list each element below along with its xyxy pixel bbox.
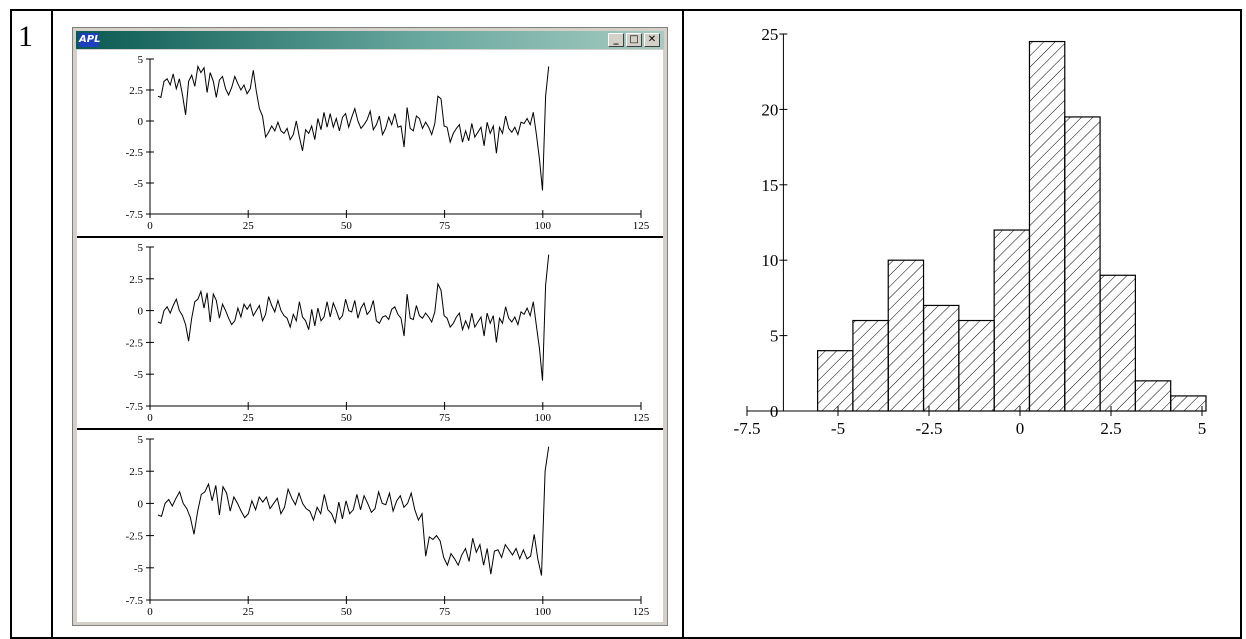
- x-tick-label: 0: [147, 412, 153, 424]
- x-tick-label: 125: [633, 220, 650, 232]
- x-tick-label: 50: [341, 412, 353, 424]
- y-tick-label: -5: [134, 178, 144, 190]
- close-button[interactable]: ✕: [644, 33, 660, 47]
- table-cell-index: [10, 9, 53, 639]
- x-tick-label: 0: [147, 606, 153, 618]
- x-tick-label: -7.5: [734, 419, 761, 438]
- y-tick-label: 2.5: [129, 85, 143, 97]
- plot-panel-2: 5 2.5 0 -2.5 -5 -7.5 0 25 50 75 100 125: [77, 238, 663, 428]
- histogram-bar: [958, 319, 995, 412]
- plot-panel-3: 5 2.5 0 -2.5 -5 -7.5 0 25 50 75 100 125: [77, 430, 663, 622]
- y-tick-label: 25: [761, 25, 778, 44]
- y-tick-label: 10: [761, 251, 778, 270]
- histogram: -7.5 -5 -2.5 0 2.5 5 0 5 10 15 20 25: [690, 22, 1230, 462]
- x-tick-label: -5: [831, 419, 845, 438]
- y-tick-label: 0: [770, 402, 779, 421]
- minimize-button[interactable]: _: [608, 33, 624, 47]
- y-tick-label: 2.5: [129, 466, 143, 478]
- histogram-bar: [1028, 40, 1066, 412]
- app-icon[interactable]: APL: [79, 33, 101, 47]
- y-tick-label: 5: [138, 54, 144, 66]
- histogram-bar: [852, 319, 889, 412]
- line-chart-2: 52.50-2.5-5-7.50 25 50 75 100 125: [126, 242, 650, 424]
- histogram-bar: [1134, 380, 1172, 412]
- y-tick-label: -5: [134, 563, 144, 575]
- y-tick-label: -5: [134, 369, 144, 381]
- x-tick-label: 25: [243, 412, 255, 424]
- x-tick-label: 50: [341, 606, 353, 618]
- panel-divider: [77, 428, 663, 430]
- series-line: [157, 64, 550, 191]
- x-tick-label: 100: [535, 220, 552, 232]
- y-tick-label: -7.5: [126, 595, 144, 607]
- row-number: 1: [18, 20, 33, 53]
- x-tick-label: 100: [535, 606, 552, 618]
- x-tick-label: 5: [1198, 419, 1207, 438]
- histogram-bar: [1064, 116, 1101, 412]
- histogram-bar: [1099, 274, 1136, 412]
- x-tick-label: 125: [633, 606, 650, 618]
- y-tick-label: -7.5: [126, 209, 144, 221]
- x-tick-label: 75: [439, 220, 451, 232]
- x-tick-label: 25: [243, 220, 255, 232]
- y-tick-label: 5: [770, 327, 779, 346]
- y-tick-label: -2.5: [126, 147, 144, 159]
- histogram-bar: [817, 350, 854, 412]
- y-tick-label: 5: [138, 242, 144, 254]
- histogram-bar: [1170, 395, 1207, 412]
- plot-panel-1: 5 2.5 0 -2.5 -5 -7.5 0 25 50 75 100 125: [77, 50, 663, 236]
- y-tick-label: 5: [138, 434, 144, 446]
- x-tick-label: -2.5: [916, 419, 943, 438]
- y-tick-label: -7.5: [126, 401, 144, 413]
- series-line: [157, 254, 550, 381]
- histogram-bar: [887, 259, 925, 412]
- y-tick-label: 2.5: [129, 274, 143, 286]
- x-tick-label: 0: [147, 220, 153, 232]
- histogram-chart: -7.5 -5 -2.5 0 2.5 5 0 5 10 15 20 25: [734, 25, 1207, 438]
- title-bar[interactable]: APL _ □ ✕: [76, 31, 664, 49]
- histogram-bar: [993, 229, 1031, 412]
- x-tick-label: 75: [439, 606, 451, 618]
- y-tick-label: 0: [138, 116, 144, 128]
- x-tick-label: 125: [633, 412, 650, 424]
- x-tick-label: 2.5: [1100, 419, 1121, 438]
- x-tick-label: 25: [243, 606, 255, 618]
- y-tick-label: -2.5: [126, 531, 144, 543]
- panel-divider: [77, 236, 663, 238]
- maximize-button[interactable]: □: [626, 33, 642, 47]
- x-tick-label: 0: [1016, 419, 1025, 438]
- y-tick-label: -2.5: [126, 337, 144, 349]
- y-tick-label: 0: [138, 498, 144, 510]
- x-tick-label: 100: [535, 412, 552, 424]
- line-chart-3: 52.50-2.5-5-7.50 25 50 75 100 125: [126, 434, 650, 618]
- x-tick-label: 50: [341, 220, 353, 232]
- y-tick-label: 15: [761, 176, 778, 195]
- y-tick-label: 20: [761, 100, 778, 119]
- histogram-bar: [922, 304, 960, 412]
- y-tick-label: 0: [138, 306, 144, 318]
- line-chart-1: 52.50-2.5-5-7.50 25 50 75 100 125: [126, 54, 650, 232]
- app-window: APL _ □ ✕ 5 2.5 0 -2.5 -5 -7.5 0 25 50 75 100 125 5…: [72, 27, 668, 626]
- x-tick-label: 75: [439, 412, 451, 424]
- series-line: [157, 446, 550, 576]
